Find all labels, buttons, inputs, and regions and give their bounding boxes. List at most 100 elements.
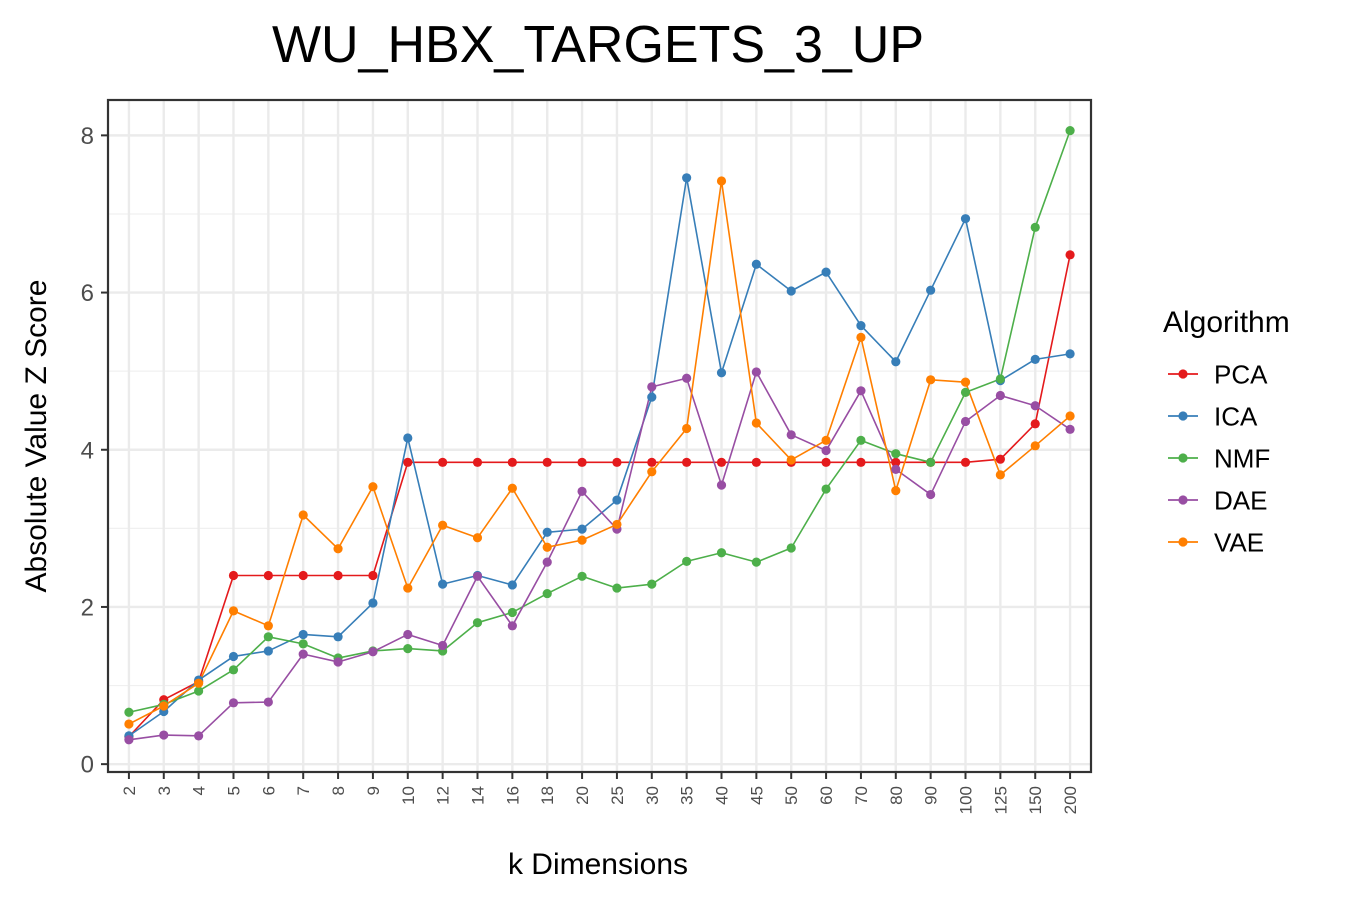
point-pca-16 <box>507 457 517 467</box>
legend-title: Algorithm <box>1163 306 1290 339</box>
point-ica-100 <box>960 214 971 224</box>
point-dae-12 <box>438 640 448 651</box>
point-pca-14 <box>472 457 483 467</box>
point-nmf-7 <box>298 639 308 649</box>
x-tick-label: 80 <box>887 786 906 805</box>
point-dae-18 <box>542 557 552 567</box>
point-nmf-2 <box>124 707 134 717</box>
point-ica-70 <box>856 320 866 331</box>
point-vae-35 <box>682 423 692 434</box>
point-pca-20 <box>577 457 587 467</box>
point-dae-35 <box>682 373 692 383</box>
point-dae-125 <box>995 390 1005 401</box>
x-tick-label: 45 <box>747 786 766 805</box>
point-pca-60 <box>821 457 831 467</box>
x-tick-label: 60 <box>817 786 836 805</box>
point-nmf-10 <box>403 644 413 654</box>
point-nmf-50 <box>786 543 796 553</box>
point-ica-25 <box>612 495 622 505</box>
point-ica-50 <box>786 286 796 296</box>
point-dae-200 <box>1065 424 1075 434</box>
point-ica-30 <box>647 392 657 402</box>
point-pca-40 <box>716 457 727 467</box>
legend-key-point-ica <box>1178 411 1188 421</box>
point-vae-30 <box>647 467 657 477</box>
point-ica-8 <box>333 632 343 642</box>
point-vae-3 <box>159 701 169 711</box>
legend-label-ica: ICA <box>1214 402 1258 432</box>
x-tick-label: 6 <box>259 786 278 795</box>
x-tick-label: 125 <box>991 786 1010 814</box>
y-tick-label: 8 <box>81 123 94 150</box>
point-vae-9 <box>368 482 378 492</box>
point-dae-8 <box>333 657 343 667</box>
point-dae-9 <box>368 647 378 657</box>
point-vae-5 <box>228 606 239 616</box>
x-tick-label: 40 <box>713 786 732 805</box>
point-pca-7 <box>298 570 308 581</box>
legend-key-point-dae <box>1178 495 1188 505</box>
point-pca-70 <box>856 457 866 467</box>
legend-label-nmf: NMF <box>1214 444 1270 474</box>
point-ica-10 <box>403 433 413 443</box>
point-ica-45 <box>751 259 761 269</box>
point-pca-9 <box>368 570 378 581</box>
x-tick-label: 18 <box>538 786 557 805</box>
x-tick-label: 10 <box>399 786 418 805</box>
point-pca-10 <box>403 457 413 467</box>
point-dae-2 <box>124 735 134 745</box>
point-dae-50 <box>786 430 796 440</box>
point-dae-3 <box>159 730 169 740</box>
point-dae-10 <box>403 629 413 640</box>
point-pca-100 <box>960 457 971 467</box>
series-line-vae <box>128 180 1071 725</box>
point-pca-125 <box>995 454 1005 464</box>
point-ica-9 <box>368 598 378 608</box>
point-vae-90 <box>926 375 936 385</box>
point-dae-14 <box>472 571 483 581</box>
point-ica-16 <box>507 580 517 590</box>
point-pca-45 <box>751 457 761 467</box>
point-nmf-40 <box>716 548 727 558</box>
x-tick-label: 70 <box>852 786 871 805</box>
x-tick-label: 30 <box>643 786 662 805</box>
point-nmf-100 <box>960 387 971 397</box>
legend-label-pca: PCA <box>1214 360 1268 390</box>
series-line-pca <box>128 254 1071 738</box>
point-nmf-80 <box>891 449 901 459</box>
point-nmf-70 <box>856 435 866 445</box>
point-nmf-30 <box>647 579 657 589</box>
point-ica-60 <box>821 267 831 277</box>
x-tick-label: 90 <box>922 786 941 805</box>
point-vae-45 <box>751 418 761 428</box>
point-ica-7 <box>298 629 308 640</box>
chart-title: WU_HBX_TARGETS_3_UP <box>272 16 924 74</box>
x-tick-label: 200 <box>1061 786 1080 814</box>
point-vae-100 <box>960 377 971 387</box>
y-axis-title: Absolute Value Z Score <box>20 280 53 593</box>
x-tick-label: 8 <box>329 786 348 795</box>
x-tick-label: 150 <box>1026 786 1045 814</box>
point-vae-125 <box>995 470 1005 480</box>
point-vae-60 <box>821 435 831 445</box>
panel-border <box>106 98 1093 774</box>
point-nmf-125 <box>995 374 1005 384</box>
legend-key-point-pca <box>1178 369 1188 379</box>
point-dae-80 <box>891 464 901 475</box>
point-ica-20 <box>577 524 587 534</box>
point-pca-150 <box>1030 419 1040 429</box>
point-vae-2 <box>124 719 134 729</box>
x-tick-label: 14 <box>468 786 487 805</box>
y-tick-label: 4 <box>81 437 94 464</box>
point-nmf-60 <box>821 484 831 494</box>
point-vae-10 <box>403 583 413 593</box>
point-ica-5 <box>228 651 239 662</box>
point-pca-18 <box>542 457 552 467</box>
point-vae-200 <box>1065 411 1075 421</box>
point-vae-4 <box>194 678 204 688</box>
x-tick-label: 16 <box>503 786 522 805</box>
point-vae-16 <box>507 483 517 493</box>
point-dae-90 <box>926 489 936 500</box>
point-ica-90 <box>926 285 936 295</box>
